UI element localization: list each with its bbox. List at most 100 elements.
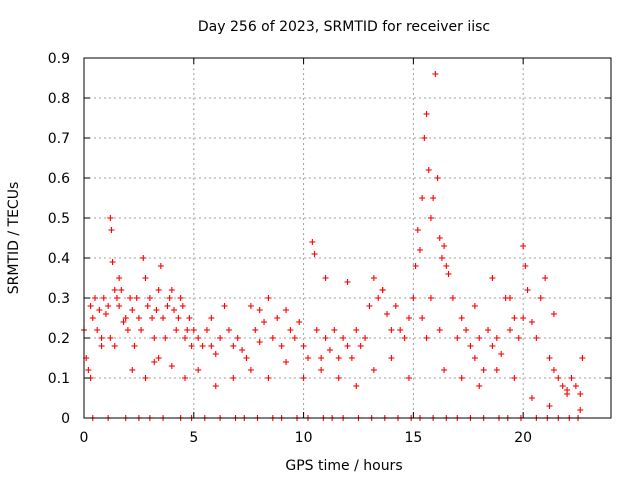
y-tick-label: 0.8 [48,91,70,107]
data-point [379,287,386,293]
data-point [311,251,318,257]
data-point [454,335,461,341]
data-point [416,247,423,253]
data-point [366,303,373,309]
data-point [550,311,557,317]
data-point [252,327,259,333]
data-point [419,195,426,201]
data-point [217,335,224,341]
data-point [283,307,290,313]
data-point [410,295,417,301]
data-point [511,315,518,321]
data-point [234,335,241,341]
data-point [186,315,193,321]
data-point [397,327,404,333]
data-point [116,303,123,309]
data-point [144,303,151,309]
data-point [116,275,123,281]
data-point [173,327,180,333]
data-point [370,275,377,281]
x-tick-label: 15 [404,430,422,446]
data-point [129,307,136,313]
data-point [375,295,382,301]
data-point [203,327,210,333]
data-point [388,327,395,333]
data-point [493,367,500,373]
x-tick-label: 5 [189,430,198,446]
data-point [414,227,421,233]
data-point [344,343,351,349]
data-point [153,307,160,313]
data-point [182,335,189,341]
data-point [405,375,412,381]
data-point [283,359,290,365]
data-point [98,335,105,341]
data-point [353,327,360,333]
data-point [221,303,228,309]
data-point [89,315,96,321]
data-point [522,263,529,269]
data-point [357,343,364,349]
data-point [353,383,360,389]
data-point [412,263,419,269]
data-point [344,279,351,285]
data-point [140,255,147,261]
axis-ticks: 0 5 10 15 20 0 0.1 0.2 0.3 0.4 0.5 0.6 0.7 0.8 0.9 [48,51,611,446]
data-point [463,327,470,333]
data-point [107,215,114,221]
data-point [287,327,294,333]
data-point [149,315,156,321]
data-point [296,319,303,325]
data-point [100,295,107,301]
data-point [430,195,437,201]
data-point [160,315,167,321]
data-point [239,347,246,353]
data-point [546,355,553,361]
data-point [335,375,342,381]
data-point [230,375,237,381]
data-point [520,243,527,249]
chart-title: Day 256 of 2023, SRMTID for receiver iis… [198,19,490,35]
data-point [520,315,527,321]
data-point [476,335,483,341]
data-point [155,287,162,293]
data-point [177,295,184,301]
data-point [489,343,496,349]
data-point [118,287,125,293]
data-point [458,315,465,321]
data-point [124,327,131,333]
data-point [142,375,149,381]
data-point [405,315,412,321]
data-point [423,335,430,341]
x-tick-label: 0 [80,430,89,446]
data-point [175,315,182,321]
data-point [195,367,202,373]
data-point [129,367,136,373]
data-point [438,255,445,261]
y-tick-label: 0 [61,411,70,427]
y-tick-label: 0.3 [48,291,70,307]
data-point [208,315,215,321]
data-point [485,327,492,333]
data-point [427,215,434,221]
data-point [212,351,219,357]
data-point [164,303,171,309]
data-point [533,335,540,341]
data-point [304,355,311,361]
data-point [432,71,439,77]
data-point [190,327,197,333]
data-point [131,343,138,349]
data-point [498,351,505,357]
data-point [98,343,105,349]
data-point [300,343,307,349]
data-point [102,311,109,317]
data-point [96,307,103,313]
data-point [528,319,535,325]
data-point [476,383,483,389]
data-point [348,355,355,361]
data-point [471,355,478,361]
data-point [168,363,175,369]
data-point [515,335,522,341]
data-point [326,347,333,353]
data-point [572,383,579,389]
